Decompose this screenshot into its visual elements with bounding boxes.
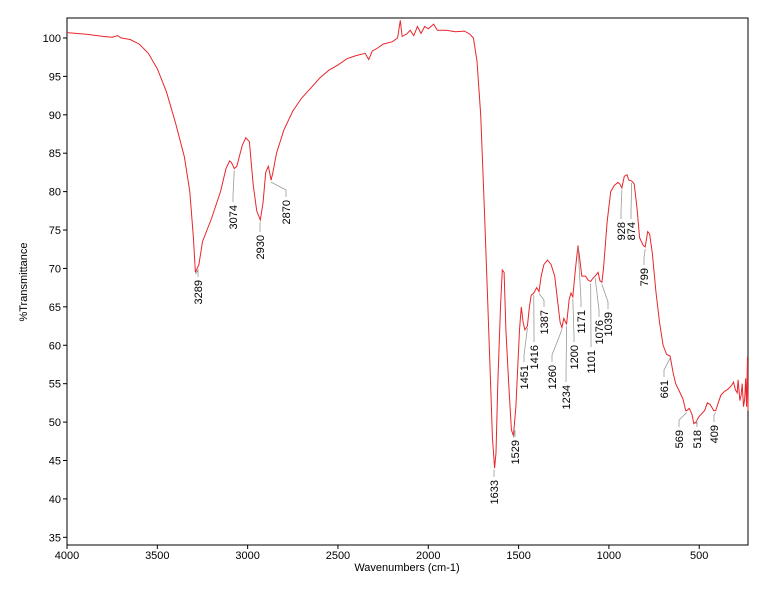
y-axis-label: %Transmittance (18, 242, 30, 321)
spectrum-line (66, 20, 749, 469)
peak-leader (663, 357, 671, 377)
peak-label: 1529 (510, 440, 522, 464)
peak-leader (713, 412, 716, 422)
peak-leader (270, 181, 287, 197)
y-tick-label: 60 (49, 340, 61, 352)
peak-label: 1633 (489, 480, 501, 504)
x-tick-label: 3000 (235, 550, 259, 562)
peak-label: 1234 (561, 385, 573, 409)
peak-label: 928 (616, 222, 628, 240)
peak-leader (577, 247, 582, 307)
peak-label: 661 (659, 380, 671, 398)
y-tick-label: 50 (49, 417, 61, 429)
x-axis-label: Wavenumbers (cm-1) (354, 562, 459, 574)
peak-leader (493, 469, 495, 477)
peak-label: 3289 (193, 280, 205, 304)
peak-leader (523, 328, 528, 362)
y-tick-label: 65 (49, 302, 61, 314)
peak-leader (601, 284, 609, 309)
y-tick-label: 90 (49, 110, 61, 122)
peak-leader (551, 329, 563, 362)
x-tick-label: 2500 (326, 550, 350, 562)
peak-label: 874 (626, 222, 638, 240)
peak-label: 3074 (228, 205, 240, 229)
x-tick-label: 3500 (145, 550, 169, 562)
peak-label: 1101 (586, 350, 598, 374)
x-tick-label: 2000 (416, 550, 440, 562)
peak-leader (572, 298, 575, 342)
peak-leader (565, 325, 568, 382)
y-tick-label: 95 (49, 71, 61, 83)
peak-leader (538, 293, 545, 307)
peak-label: 1076 (594, 320, 606, 344)
peak-leader (643, 248, 646, 265)
y-tick-label: 35 (49, 532, 61, 544)
y-tick-label: 80 (49, 187, 61, 199)
peak-label: 569 (674, 430, 686, 448)
peak-leader (594, 278, 600, 317)
peak-leader (512, 429, 516, 438)
peak-label: 518 (692, 430, 704, 448)
peak-leader (678, 412, 688, 427)
y-tick-label: 45 (49, 455, 61, 467)
peak-label: 1451 (519, 365, 531, 389)
peak-label: 1260 (547, 365, 559, 389)
peak-leader (232, 170, 235, 202)
y-tick-label: 70 (49, 263, 61, 275)
peak-leader (630, 182, 633, 219)
y-tick-label: 85 (49, 148, 61, 160)
peak-label: 1039 (603, 312, 615, 336)
plot-frame (66, 17, 749, 546)
peak-label: 1416 (529, 345, 541, 369)
y-tick-label: 55 (49, 379, 61, 391)
peak-label: 1171 (576, 310, 588, 334)
peak-leader (620, 189, 623, 219)
peak-label: 1200 (569, 345, 581, 369)
peak-label: 1387 (539, 310, 551, 334)
peak-label: 799 (639, 268, 651, 286)
peak-label: 409 (709, 425, 721, 443)
peak-label: 2870 (281, 200, 293, 224)
peak-leader (695, 419, 698, 427)
peak-leader (195, 268, 199, 277)
peak-label: 2930 (255, 235, 267, 259)
x-tick-label: 1000 (597, 550, 621, 562)
y-tick-label: 40 (49, 494, 61, 506)
x-tick-label: 1500 (506, 550, 530, 562)
x-tick-label: 4000 (55, 550, 79, 562)
y-tick-label: 75 (49, 225, 61, 237)
y-tick-label: 100 (43, 33, 61, 45)
x-tick-label: 500 (690, 550, 708, 562)
